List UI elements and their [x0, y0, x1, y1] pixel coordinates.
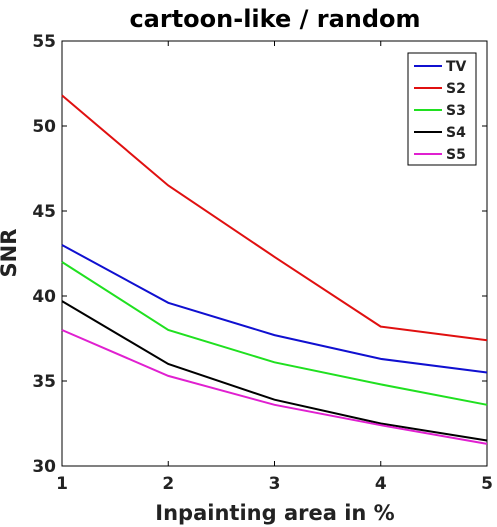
legend-label-s4: S4	[446, 125, 466, 141]
series-line-s2	[61, 94, 488, 342]
x-tick-label: 4	[375, 474, 387, 494]
y-tick-label: 30	[32, 457, 56, 477]
x-tick-label: 1	[56, 474, 68, 494]
chart-legend: TV S2 S3 S4 S5	[407, 52, 477, 166]
chart-title: cartoon-like / random	[129, 5, 420, 33]
series-lines	[61, 94, 488, 445]
y-axis-ticks: 30 35 40 45 50 55	[32, 32, 487, 477]
legend-label-tv: TV	[446, 59, 467, 75]
y-tick-label: 45	[32, 202, 56, 222]
series-line-tv	[61, 244, 488, 374]
y-tick-label: 35	[32, 372, 56, 392]
series-line-s5	[61, 329, 488, 445]
series-line-s4	[61, 300, 488, 442]
y-tick-label: 50	[32, 117, 56, 137]
y-tick-label: 55	[32, 32, 56, 52]
y-tick-label: 40	[32, 287, 56, 307]
legend-label-s2: S2	[446, 81, 466, 97]
legend-label-s3: S3	[446, 103, 466, 119]
legend-label-s5: S5	[446, 147, 466, 163]
x-axis-label: Inpainting area in %	[155, 501, 394, 525]
series-line-s3	[61, 261, 488, 406]
x-tick-label: 5	[481, 474, 493, 494]
x-axis-ticks: 1 2 3 4 5	[56, 41, 493, 494]
x-tick-label: 3	[269, 474, 281, 494]
x-tick-label: 2	[162, 474, 174, 494]
y-axis-label: SNR	[0, 229, 21, 278]
